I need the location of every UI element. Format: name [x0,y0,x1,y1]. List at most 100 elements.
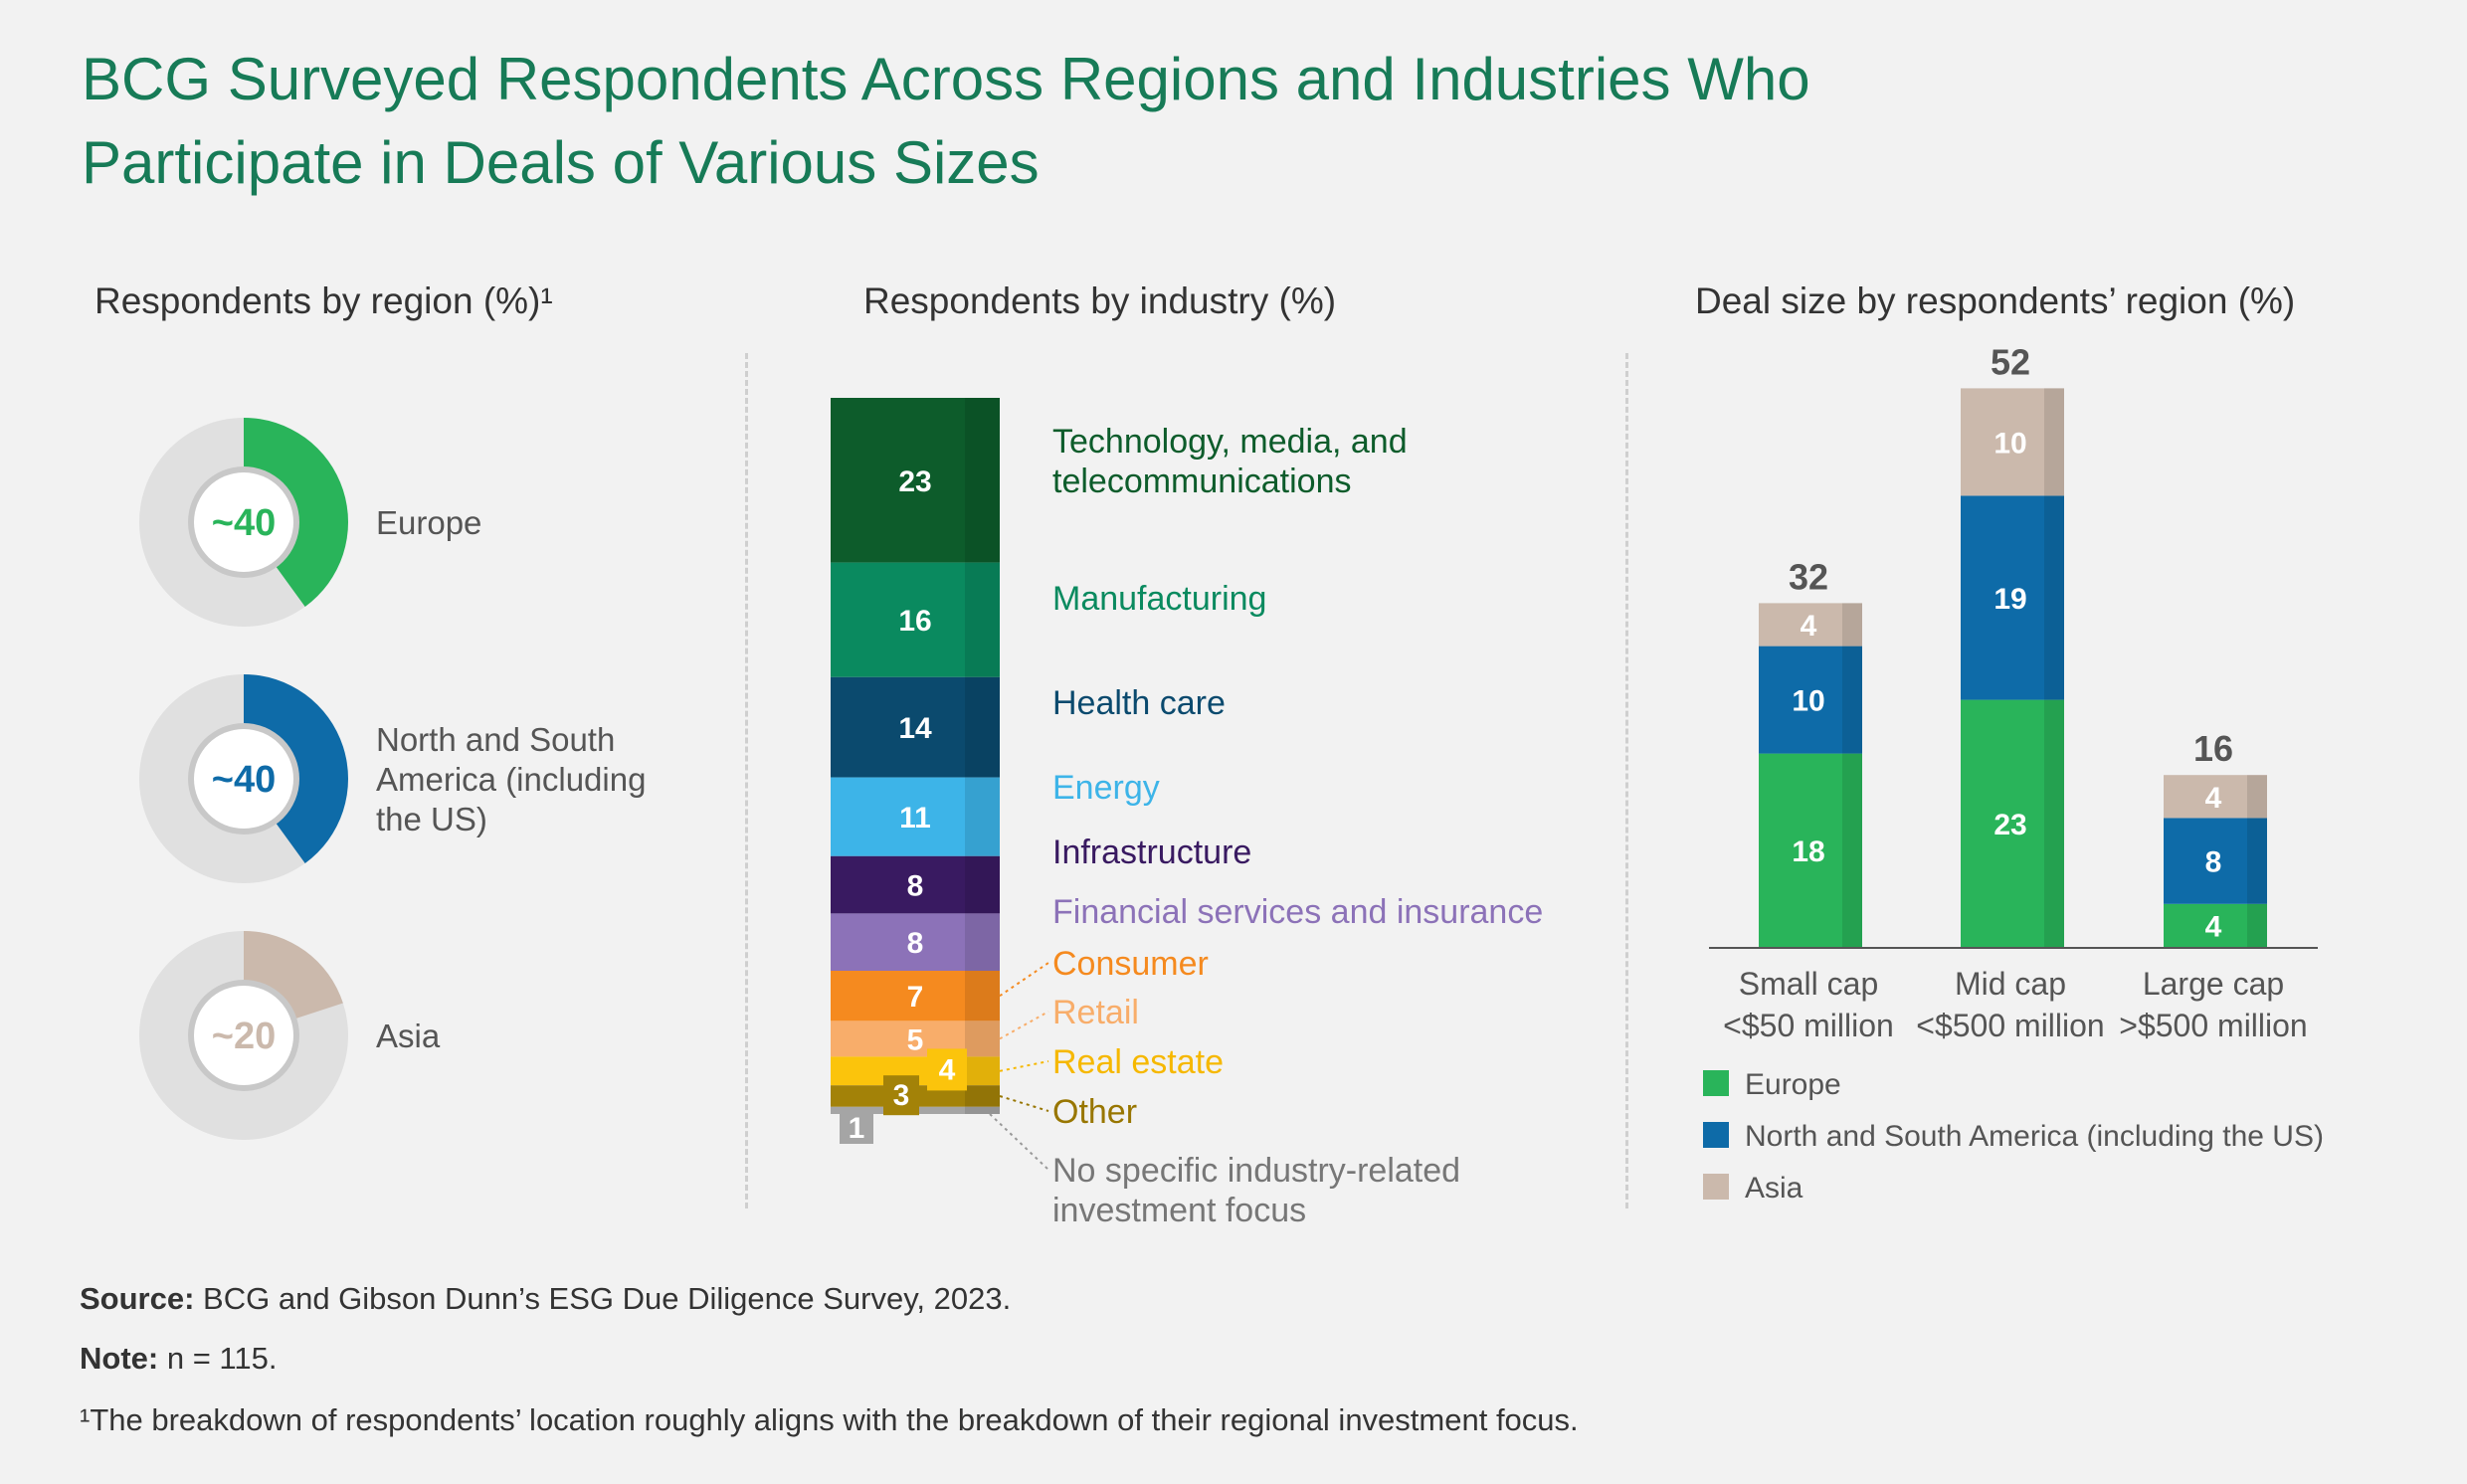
donut-value: ~40 [212,502,276,544]
donut-label: Europe [376,504,481,541]
legend-item-3: Asia [1703,1172,1803,1205]
industry-bar [831,562,1000,677]
industry-bar [831,855,1000,914]
deal-value: 10 [1993,427,2026,460]
deal-bar-shade [2247,775,2267,819]
deal-bar-shade [2044,699,2064,947]
deal-category-label: Large cap [2143,966,2284,1002]
footnote: ¹The breakdown of respondents’ location … [80,1402,1579,1437]
deal-bar-segment [1759,646,1862,754]
deal-column-3: 4 8 4 16 Large cap >$500 million [2119,728,2307,1043]
badge-box [883,1075,919,1116]
industry-bar-shade [965,971,1000,1021]
deal-bar-segment [1961,495,2064,700]
industry-label: Technology, media, and [1052,423,1408,461]
donut-3: ~20 Asia [139,931,441,1140]
deal-bar-segment [1759,753,1862,947]
industry-label: Financial services and insurance [1052,893,1543,931]
deal-bar-segment [2164,775,2267,819]
deal-bar-shade [2247,818,2267,904]
deal-category-label: >$500 million [2119,1008,2307,1043]
industry-segment-7: 7 Consumer [831,945,1209,1021]
industry-bar [831,398,1000,563]
deal-category-label: <$500 million [1916,1008,2104,1043]
deal-total: 32 [1789,556,1828,597]
deal-total: 52 [1991,341,2030,382]
donut-label: North and South [376,721,615,758]
source-note: Source: BCG and Gibson Dunn’s ESG Due Di… [80,1281,1011,1317]
deal-value: 8 [2205,846,2222,879]
donut-hole [194,986,293,1085]
industry-bar-shade [965,855,1000,914]
legend-item-2: North and South America (including the U… [1703,1120,2324,1153]
industry-badge-10: 3 [883,1075,919,1116]
deal-bar-shade [1842,603,1862,647]
industry-label: investment focus [1052,1192,1306,1229]
industry-connector [999,1011,1049,1040]
industry-badge-9: 4 [927,1048,967,1091]
deal-value: 4 [2205,910,2222,943]
deal-bar-shade [1842,646,1862,754]
deal-bar-segment [2164,903,2267,947]
region-panel-title: Respondents by region (%)¹ [95,280,553,321]
industry-value: 16 [898,605,931,638]
deal-bar-shade [2044,495,2064,700]
industry-panel-title: Respondents by industry (%) [863,280,1337,321]
deal-bar-segment [1961,699,2064,947]
deal-bar-segment [2164,818,2267,904]
industry-label: Consumer [1052,945,1209,983]
deal-category-label: Mid cap [1955,966,2066,1002]
industry-segment-6: 8 Financial services and insurance [831,893,1543,971]
donut-value: ~20 [212,1016,276,1057]
divider-right [1625,353,1628,1208]
industry-segment-10: Other [831,1085,1137,1131]
deal-bar-shade [1842,753,1862,947]
industry-value: 8 [907,927,924,960]
industry-connector [999,962,1049,998]
deal-category-label: <$50 million [1723,1008,1894,1043]
donut-value: ~40 [212,759,276,801]
industry-label: No specific industry-related [1052,1152,1460,1190]
deal-value: 18 [1792,835,1824,868]
industry-stacked-bar: 23 Technology, media, andtelecommunicatio… [831,398,1543,1229]
industry-segment-5: 8 Infrastructure [831,834,1251,914]
industry-segment-4: 11 Energy [831,769,1160,856]
deal-value: 10 [1792,685,1824,718]
deal-column-2: 23 19 10 52 Mid cap <$500 million [1916,341,2104,1043]
industry-value: 5 [907,1023,924,1056]
industry-bar-shade [965,777,1000,856]
legend-label: Asia [1745,1172,1803,1205]
title-line-2: Participate in Deals of Various Sizes [82,129,1040,196]
industry-segment-8: 5 Retail [831,994,1139,1057]
industry-bar-shade [965,1085,1000,1107]
legend-item-1: Europe [1703,1068,1841,1101]
industry-bar-shade [965,1020,1000,1057]
legend-swatch [1703,1174,1729,1200]
industry-value: 1 [849,1112,865,1145]
industry-bar-shade [965,398,1000,563]
industry-bar-shade [965,676,1000,778]
industry-segment-3: 14 Health care [831,676,1226,778]
chart-title: BCG Surveyed Respondents Across Regions … [82,38,1810,205]
industry-bar-shade [965,562,1000,677]
industry-value: 23 [898,465,931,498]
donut-hole [194,729,293,829]
badge-box [840,1112,873,1144]
industry-value: 11 [899,802,931,835]
industry-label: Manufacturing [1052,580,1266,618]
industry-connector [999,1060,1049,1072]
donut-label: Asia [376,1018,441,1054]
industry-badge-11: 1 [840,1112,873,1145]
donut-hole [194,472,293,572]
deal-value: 19 [1993,583,2026,616]
industry-label: telecommunications [1052,463,1351,500]
deal-bar-segment [1961,388,2064,496]
industry-bar [831,676,1000,778]
donut-1: ~40 Europe [139,418,481,627]
industry-bar [831,777,1000,856]
industry-bar [831,1020,1000,1057]
industry-label: Health care [1052,684,1226,722]
